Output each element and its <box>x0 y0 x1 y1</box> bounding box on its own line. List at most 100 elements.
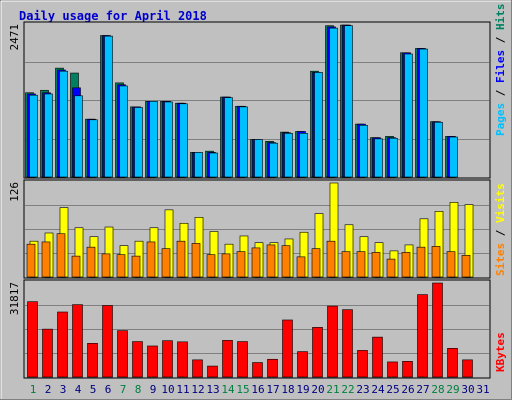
x-tick-label-12: 12 <box>191 383 204 396</box>
x-tick-label-19: 19 <box>296 383 309 396</box>
x-tick-label-23: 23 <box>356 383 369 396</box>
y-max-label-top: 2471 <box>8 24 21 51</box>
x-tick-label-1: 1 <box>30 383 37 396</box>
bar-sites-17 <box>266 244 276 278</box>
legend-sep-1: / <box>494 83 507 103</box>
x-tick-label-30: 30 <box>461 383 474 396</box>
bar-pages-9 <box>149 101 158 178</box>
x-tick-label-11: 11 <box>176 383 189 396</box>
x-tick-label-18: 18 <box>281 383 294 396</box>
bar-pages-27 <box>419 48 428 178</box>
bar-pages-11 <box>179 103 188 178</box>
bar-pages-26 <box>404 53 413 178</box>
x-tick-label-15: 15 <box>236 383 249 396</box>
y-max-label-middle: 126 <box>8 182 21 202</box>
legend-bottom: KBytes <box>494 332 507 372</box>
x-tick-label-10: 10 <box>161 383 174 396</box>
bar-kbytes-18 <box>282 319 293 378</box>
x-tick-label-8: 8 <box>135 383 142 396</box>
bar-sites-23 <box>356 251 366 278</box>
legend-visits: Visits <box>494 183 507 223</box>
x-tick-label-6: 6 <box>105 383 112 396</box>
x-tick-label-21: 21 <box>326 383 339 396</box>
bar-pages-25 <box>389 137 398 178</box>
legend-sep-2: / <box>494 30 507 50</box>
x-tick-label-31: 31 <box>476 383 489 396</box>
legend-middle: Sites / Visits <box>494 183 507 276</box>
bar-sites-6 <box>101 253 111 278</box>
bar-kbytes-4 <box>72 304 83 378</box>
chart-title: Daily usage for April 2018 <box>19 9 207 23</box>
y-max-label-bottom: 31817 <box>8 282 21 315</box>
x-tick-label-22: 22 <box>341 383 354 396</box>
x-tick-label-26: 26 <box>401 383 414 396</box>
bar-kbytes-22 <box>342 309 353 378</box>
x-tick-label-7: 7 <box>120 383 127 396</box>
bar-kbytes-25 <box>387 361 398 378</box>
bar-pages-15 <box>239 106 248 178</box>
bar-kbytes-14 <box>222 340 233 378</box>
bar-kbytes-26 <box>402 361 413 378</box>
bar-pages-28 <box>434 121 443 178</box>
x-tick-label-24: 24 <box>371 383 385 396</box>
x-tick-label-20: 20 <box>311 383 324 396</box>
bar-sites-2 <box>41 241 51 278</box>
bar-pages-4 <box>74 95 83 178</box>
bar-sites-21 <box>326 240 336 278</box>
x-tick-label-29: 29 <box>446 383 459 396</box>
bar-kbytes-8 <box>132 341 143 378</box>
bar-pages-6 <box>104 35 113 178</box>
bar-sites-20 <box>311 248 321 278</box>
bar-sites-16 <box>251 247 261 278</box>
x-tick-label-13: 13 <box>206 383 219 396</box>
bar-kbytes-5 <box>87 343 98 378</box>
legend-pages: Pages <box>494 103 507 136</box>
bar-pages-18 <box>284 133 293 178</box>
x-axis-labels: 1 2 3 4 5 6 7 8 9 10 11 12 13 14 15 16 17 18 19 20 21 22 23 24 2… <box>30 383 490 396</box>
bar-pages-3 <box>59 70 68 178</box>
bar-sites-24 <box>371 252 381 278</box>
bar-sites-26 <box>401 252 411 278</box>
bar-pages-10 <box>164 101 173 178</box>
bar-sites-25 <box>386 258 396 278</box>
x-tick-label-3: 3 <box>60 383 67 396</box>
x-tick-label-4: 4 <box>75 383 82 396</box>
bar-pages-20 <box>314 72 323 178</box>
bar-pages-13 <box>209 152 218 178</box>
bar-pages-17 <box>269 142 278 178</box>
legend-top: Pages / Files / Hits <box>494 4 507 137</box>
bar-sites-19 <box>296 256 306 278</box>
x-tick-label-9: 9 <box>150 383 157 396</box>
bar-sites-22 <box>341 251 351 278</box>
bar-pages-16 <box>254 139 263 178</box>
x-tick-label-16: 16 <box>251 383 264 396</box>
bar-kbytes-16 <box>252 362 263 378</box>
bar-sites-8 <box>131 255 141 278</box>
bar-kbytes-19 <box>297 351 308 378</box>
bar-pages-14 <box>224 97 233 178</box>
bar-pages-8 <box>134 107 143 178</box>
bar-kbytes-1 <box>27 301 38 378</box>
bar-kbytes-3 <box>57 311 68 378</box>
legend-files: Files <box>494 50 507 83</box>
bar-pages-24 <box>374 138 383 178</box>
bar-sites-5 <box>86 246 96 278</box>
bar-kbytes-2 <box>42 328 53 378</box>
legend-hits: Hits <box>494 4 507 31</box>
x-tick-label-27: 27 <box>416 383 429 396</box>
legend-sites: Sites <box>494 243 507 276</box>
bar-pages-21 <box>329 27 338 178</box>
bar-pages-12 <box>194 152 203 178</box>
bar-sites-12 <box>191 243 201 278</box>
bar-kbytes-13 <box>207 365 218 378</box>
bar-kbytes-24 <box>372 336 383 378</box>
bar-sites-28 <box>431 246 441 278</box>
x-tick-label-5: 5 <box>90 383 97 396</box>
bar-sites-27 <box>416 246 426 278</box>
bar-kbytes-23 <box>357 350 368 378</box>
x-tick-label-25: 25 <box>386 383 399 396</box>
bar-sites-15 <box>236 251 246 278</box>
legend-kbytes: KBytes <box>494 332 507 372</box>
bar-pages-5 <box>89 119 98 178</box>
